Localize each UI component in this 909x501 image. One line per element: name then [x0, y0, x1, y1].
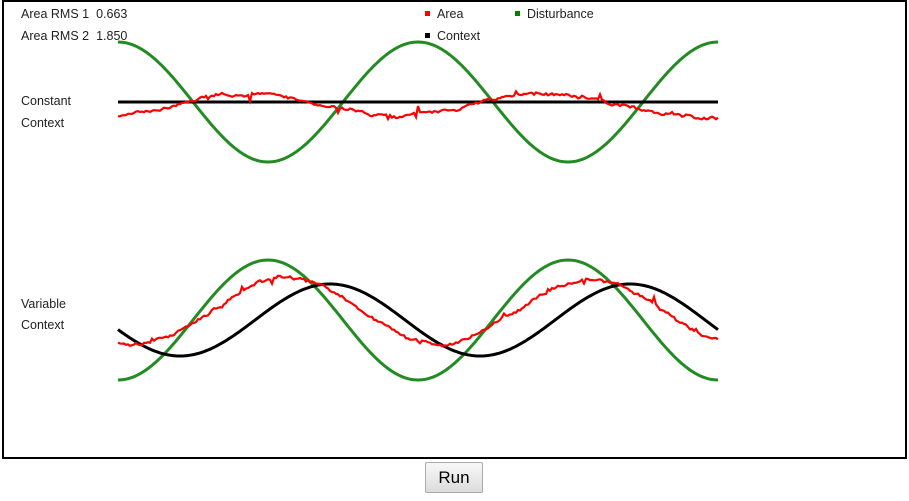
constant-disturbance-line	[117, 40, 719, 164]
legend-context-label: Context	[437, 29, 481, 43]
area-rms-2: Area RMS 2 1.850	[21, 29, 127, 43]
variable-area-trace	[117, 274, 719, 348]
simulation-plot	[117, 40, 719, 382]
legend-disturbance: Disturbance	[515, 7, 594, 21]
area-rms-1-label: Area RMS 1	[21, 7, 90, 21]
area-rms-2-label: Area RMS 2	[21, 29, 90, 43]
area-rms-1-value: 0.663	[96, 7, 128, 21]
constant-context-label-line1: Constant	[21, 94, 72, 108]
variable-context-label-line1: Variable	[21, 297, 66, 311]
variable-context-line	[117, 282, 719, 358]
variable-disturbance-line	[117, 258, 719, 382]
legend-area-swatch	[425, 11, 430, 17]
legend-disturbance-label: Disturbance	[527, 7, 594, 21]
legend-context: Context	[425, 29, 480, 43]
legend-context-swatch	[425, 33, 430, 39]
constant-area-trace	[117, 89, 719, 122]
simulation-panel: Area RMS 1 0.663 Area RMS 2 1.850 Area Dis…	[2, 0, 907, 459]
constant-context-label-line2: Context	[21, 116, 65, 130]
legend-disturbance-swatch	[515, 11, 520, 17]
variable-context-label-line2: Context	[21, 318, 65, 332]
area-rms-2-value: 1.850	[96, 29, 128, 43]
area-rms-1: Area RMS 1 0.663	[21, 7, 127, 21]
legend-area: Area	[425, 7, 463, 21]
run-button[interactable]: Run	[425, 462, 483, 493]
legend-area-label: Area	[437, 7, 464, 21]
